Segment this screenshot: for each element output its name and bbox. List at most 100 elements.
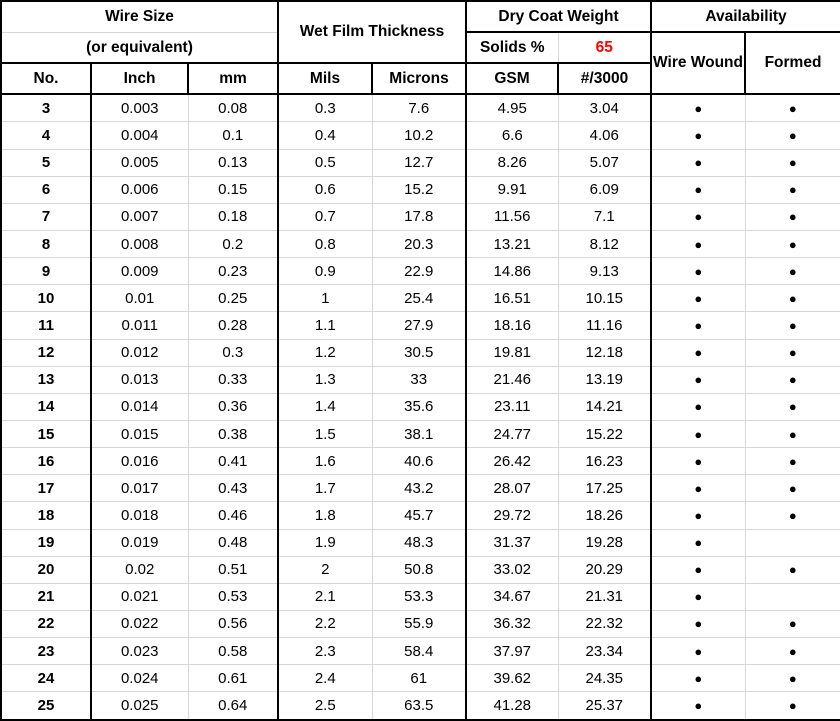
cell-mm: 0.25 — [187, 284, 278, 313]
table-row: 16 0.016 0.41 1.6 40.6 26.42 16.23 ● ● — [1, 447, 840, 476]
cell-inch: 0.011 — [90, 311, 188, 340]
cell-inch: 0.014 — [90, 393, 188, 421]
cell-gsm: 11.56 — [465, 203, 559, 231]
cell-gsm: 24.77 — [465, 420, 559, 449]
cell-inch: 0.008 — [90, 230, 188, 259]
cell-per3000: 13.19 — [557, 366, 652, 394]
cell-mils: 2.5 — [277, 691, 372, 721]
cell-inch: 0.012 — [90, 339, 188, 367]
cell-microns: 17.8 — [371, 203, 467, 231]
cell-inch: 0.016 — [90, 447, 188, 476]
cell-no: 10 — [1, 284, 91, 313]
cell-microns: 50.8 — [371, 556, 467, 584]
cell-per3000: 9.13 — [557, 257, 652, 286]
cell-per3000: 25.37 — [557, 691, 652, 721]
wire-wound-dot: ● — [650, 474, 746, 503]
cell-inch: 0.007 — [90, 203, 188, 231]
cell-inch: 0.009 — [90, 257, 188, 286]
cell-mils: 1.9 — [277, 529, 372, 557]
table-row: 23 0.023 0.58 2.3 58.4 37.97 23.34 ● ● — [1, 637, 840, 666]
cell-mm: 0.64 — [187, 691, 278, 721]
cell-gsm: 39.62 — [465, 664, 559, 693]
wire-wound-dot: ● — [650, 230, 746, 259]
cell-gsm: 19.81 — [465, 339, 559, 367]
cell-gsm: 34.67 — [465, 583, 559, 611]
cell-microns: 35.6 — [371, 393, 467, 421]
header-row-2: (or equivalent) Solids % 65 Wire Wound F… — [1, 32, 840, 95]
table-row: 21 0.021 0.53 2.1 53.3 34.67 21.31 ● — [1, 583, 840, 611]
cell-microns: 15.2 — [371, 176, 467, 204]
formed-dot: ● — [744, 447, 840, 476]
cell-mm: 0.1 — [187, 121, 278, 150]
cell-no: 18 — [1, 501, 91, 530]
cell-mils: 0.5 — [277, 149, 372, 177]
wire-wound-dot: ● — [650, 94, 746, 123]
table-row: 7 0.007 0.18 0.7 17.8 11.56 7.1 ● ● — [1, 203, 840, 231]
cell-gsm: 41.28 — [465, 691, 559, 721]
wire-wound-dot: ● — [650, 501, 746, 530]
cell-no: 9 — [1, 257, 91, 286]
cell-no: 20 — [1, 556, 91, 584]
formed-dot: ● — [744, 664, 840, 693]
cell-inch: 0.017 — [90, 474, 188, 503]
cell-mils: 1.3 — [277, 366, 372, 394]
cell-mm: 0.38 — [187, 420, 278, 449]
cell-no: 3 — [1, 94, 91, 123]
cell-no: 5 — [1, 149, 91, 177]
cell-no: 4 — [1, 121, 91, 150]
cell-mils: 1.8 — [277, 501, 372, 530]
wire-wound-dot: ● — [650, 583, 746, 611]
cell-no: 11 — [1, 311, 91, 340]
cell-mils: 0.7 — [277, 203, 372, 231]
table-row: 8 0.008 0.2 0.8 20.3 13.21 8.12 ● ● — [1, 230, 840, 259]
cell-gsm: 31.37 — [465, 529, 559, 557]
cell-inch: 0.006 — [90, 176, 188, 204]
cell-mils: 1.4 — [277, 393, 372, 421]
cell-per3000: 21.31 — [557, 583, 652, 611]
cell-mils: 1.5 — [277, 420, 372, 449]
wire-wound-dot: ● — [650, 203, 746, 231]
table-row: 15 0.015 0.38 1.5 38.1 24.77 15.22 ● ● — [1, 420, 840, 449]
cell-per3000: 20.29 — [557, 556, 652, 584]
cell-microns: 43.2 — [371, 474, 467, 503]
formed-dot: ● — [744, 257, 840, 286]
header-col-per3000: #/3000 — [557, 63, 652, 95]
cell-gsm: 8.26 — [465, 149, 559, 177]
cell-mm: 0.18 — [187, 203, 278, 231]
cell-per3000: 22.32 — [557, 610, 652, 639]
cell-microns: 12.7 — [371, 149, 467, 177]
cell-per3000: 5.07 — [557, 149, 652, 177]
wire-wound-dot: ● — [650, 121, 746, 150]
cell-mils: 0.4 — [277, 121, 372, 150]
formed-dot — [744, 529, 840, 557]
table-row: 18 0.018 0.46 1.8 45.7 29.72 18.26 ● ● — [1, 501, 840, 530]
cell-no: 22 — [1, 610, 91, 639]
cell-mm: 0.48 — [187, 529, 278, 557]
cell-gsm: 29.72 — [465, 501, 559, 530]
formed-dot: ● — [744, 420, 840, 449]
cell-gsm: 26.42 — [465, 447, 559, 476]
cell-microns: 40.6 — [371, 447, 467, 476]
cell-mils: 0.8 — [277, 230, 372, 259]
cell-gsm: 18.16 — [465, 311, 559, 340]
wire-wound-dot: ● — [650, 284, 746, 313]
table-row: 6 0.006 0.15 0.6 15.2 9.91 6.09 ● ● — [1, 176, 840, 204]
header-row-1: Wire Size Wet Film Thickness Dry Coat We… — [1, 1, 840, 64]
formed-dot: ● — [744, 284, 840, 313]
formed-dot — [744, 583, 840, 611]
cell-mm: 0.23 — [187, 257, 278, 286]
cell-per3000: 23.34 — [557, 637, 652, 666]
cell-no: 16 — [1, 447, 91, 476]
table-row: 13 0.013 0.33 1.3 33 21.46 13.19 ● ● — [1, 366, 840, 394]
table-row: 3 0.003 0.08 0.3 7.6 4.95 3.04 ● ● — [1, 94, 840, 123]
cell-inch: 0.021 — [90, 583, 188, 611]
cell-gsm: 6.6 — [465, 121, 559, 150]
cell-mm: 0.28 — [187, 311, 278, 340]
cell-gsm: 14.86 — [465, 257, 559, 286]
cell-inch: 0.015 — [90, 420, 188, 449]
cell-per3000: 17.25 — [557, 474, 652, 503]
cell-mm: 0.43 — [187, 474, 278, 503]
cell-gsm: 4.95 — [465, 94, 559, 123]
